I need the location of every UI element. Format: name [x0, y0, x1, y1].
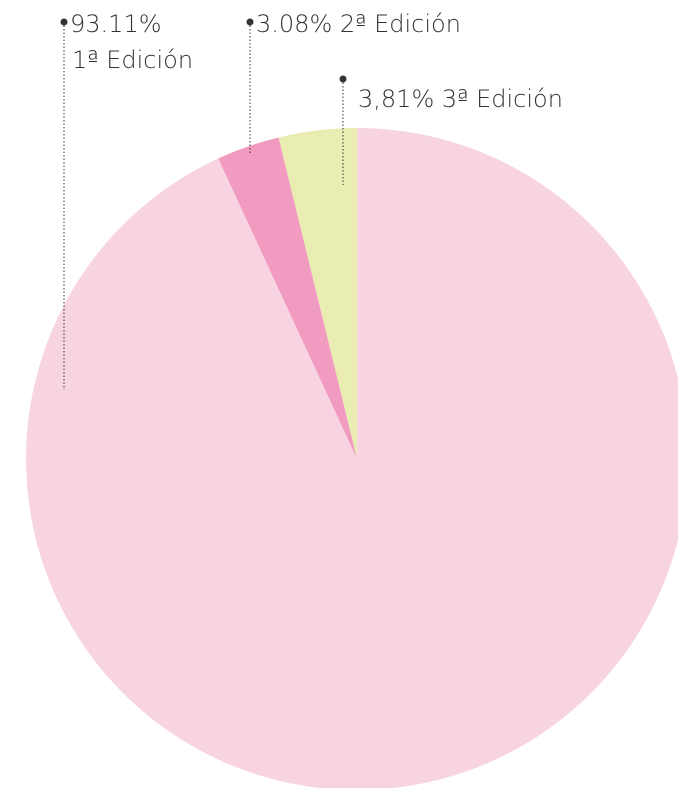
- slice-labels: 93.11% 1ª Edición 3.08% 2ª Edición 3,81%…: [70, 10, 563, 113]
- leader-dot-second: [246, 18, 254, 26]
- leader-dot-first: [60, 18, 68, 26]
- label-first-name: 1ª Edición: [72, 46, 193, 74]
- label-second: 3.08% 2ª Edición: [256, 10, 461, 38]
- pie-slice-first: [26, 128, 678, 788]
- label-third: 3,81% 3ª Edición: [358, 85, 563, 113]
- leader-lines: [60, 18, 347, 390]
- label-first-percent: 93.11%: [70, 10, 162, 38]
- pie-slice-second: [218, 137, 357, 459]
- pie-slices: [26, 128, 678, 788]
- pie-slice-third: [278, 128, 357, 459]
- leader-dot-third: [339, 75, 347, 83]
